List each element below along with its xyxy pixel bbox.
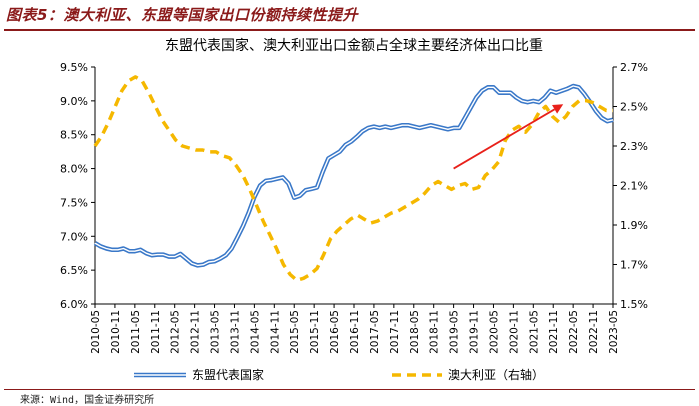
x-tick-label: 2014-11 (269, 310, 281, 354)
source-note: 来源：Wind，国金证券研究所 (20, 395, 155, 406)
left-tick-label: 7.0% (60, 230, 88, 243)
right-tick-label: 2.5% (620, 101, 648, 114)
asean-series-line-outer (93, 83, 614, 268)
x-tick-label: 2012-11 (190, 310, 202, 354)
x-tick-label: 2020-05 (488, 310, 500, 354)
left-tick-label: 9.0% (60, 95, 88, 108)
x-tick-label: 2010-11 (110, 310, 122, 354)
x-tick-label: 2021-05 (528, 310, 540, 354)
x-tick-label: 2012-05 (170, 310, 182, 354)
left-tick-label: 6.0% (60, 298, 88, 311)
trend-arrow-head (552, 104, 564, 114)
x-tick-label: 2016-05 (329, 310, 341, 354)
x-tick-label: 2018-05 (409, 310, 421, 354)
source-rule (4, 389, 695, 390)
x-tick-label: 2021-11 (548, 310, 560, 354)
right-tick-label: 2.7% (620, 61, 648, 74)
right-tick-label: 1.9% (620, 219, 648, 232)
right-tick-label: 1.7% (620, 259, 648, 272)
australia-series-line (93, 75, 613, 283)
legend-asean-label: 东盟代表国家 (192, 367, 264, 382)
x-tick-label: 2013-11 (229, 310, 241, 354)
title-rule (4, 29, 695, 31)
right-tick-label: 2.1% (620, 180, 648, 193)
x-tick-label: 2015-05 (289, 310, 301, 354)
x-tick-label: 2022-05 (568, 310, 580, 354)
legend-australia-label: 澳大利亚（右轴） (448, 367, 544, 382)
x-tick-label: 2011-11 (150, 310, 162, 354)
asean-series-line-inner (94, 85, 614, 267)
x-tick-label: 2023-05 (608, 310, 620, 354)
x-tick-label: 2010-05 (90, 310, 102, 354)
figure-title: 图表5：澳大利亚、东盟等国家出口份额持续性提升 (6, 6, 358, 24)
x-tick-label: 2016-11 (349, 310, 361, 354)
x-tick-label: 2022-11 (588, 310, 600, 354)
chart-title: 东盟代表国家、澳大利亚出口金额占全球主要经济体出口比重 (165, 37, 543, 54)
left-tick-label: 8.0% (60, 163, 88, 176)
x-tick-label: 2020-11 (508, 310, 520, 354)
left-tick-label: 8.5% (60, 129, 88, 142)
x-tick-label: 2014-05 (249, 310, 261, 354)
left-tick-label: 6.5% (60, 264, 88, 277)
x-tick-label: 2013-05 (210, 310, 222, 354)
right-tick-label: 2.3% (620, 140, 648, 153)
x-tick-label: 2015-11 (309, 310, 321, 354)
right-tick-label: 1.5% (620, 298, 648, 311)
x-tick-label: 2017-11 (389, 310, 401, 354)
x-tick-label: 2019-05 (449, 310, 461, 354)
left-tick-label: 9.5% (60, 61, 88, 74)
left-tick-label: 7.5% (60, 196, 88, 209)
x-tick-label: 2019-11 (469, 310, 481, 354)
trend-arrow-shaft (453, 108, 556, 170)
x-tick-label: 2018-11 (429, 310, 441, 354)
x-tick-label: 2017-05 (369, 310, 381, 354)
x-tick-label: 2011-05 (130, 310, 142, 354)
